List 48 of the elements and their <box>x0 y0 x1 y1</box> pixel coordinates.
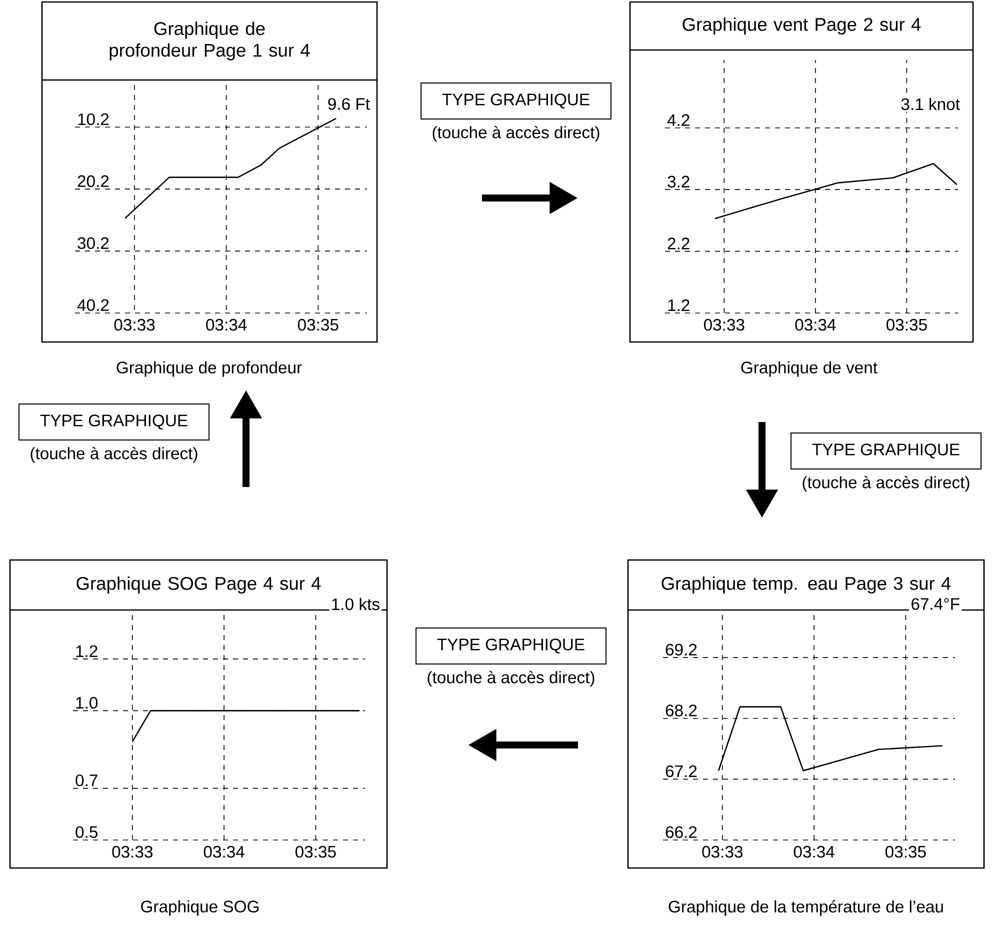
text: TYPE GRAPHIQUE <box>40 414 188 430</box>
text: (touche à accès direct) <box>428 670 594 687</box>
x-tick-label: 03:33 <box>704 318 744 331</box>
text: Graphique de la température de l’eau <box>668 900 943 916</box>
x-tick-label: 03:34 <box>206 318 247 331</box>
y-tick-label: 67.2 <box>666 765 697 778</box>
x-tick-label: 03:34 <box>795 318 836 331</box>
chart-title: Graphique temp. eau Page 3 sur 4 <box>662 576 951 594</box>
text: (touche à accès direct) <box>432 126 600 142</box>
y-tick-label: 3.2 <box>668 176 690 188</box>
y-tick-label: 69.2 <box>666 644 697 656</box>
x-tick-label: 03:33 <box>702 846 743 858</box>
y-tick-label: 30.2 <box>78 237 109 250</box>
y-tick-label: 0.7 <box>76 774 98 786</box>
text: Graphique SOG <box>141 900 259 916</box>
y-tick-label: 4.2 <box>667 114 690 126</box>
x-tick-label: 03:35 <box>298 318 338 331</box>
y-tick-label: 1.2 <box>76 645 98 657</box>
x-tick-label: 03:35 <box>295 846 336 858</box>
text: Graphique de profondeur <box>116 361 302 377</box>
x-tick-label: 03:33 <box>114 318 155 331</box>
y-tick-label: 1.2 <box>668 299 690 311</box>
x-tick-label: 03:34 <box>204 846 244 858</box>
chart-title: Graphique de profondeur Page 1 sur 4 <box>110 22 310 60</box>
chart-title: Graphique vent Page 2 sur 4 <box>682 17 921 35</box>
x-tick-label: 03:35 <box>885 846 926 858</box>
text: 67.4°F <box>912 598 960 610</box>
chart-title: Graphique SOG Page 4 sur 4 <box>76 576 321 594</box>
y-tick-label: 1.0 <box>76 696 98 709</box>
text: (touche à accès direct) <box>30 446 198 463</box>
annotation: 3.1 knot <box>901 98 960 110</box>
y-tick-label: 66.2 <box>666 826 697 838</box>
x-tick-label: 03:33 <box>112 846 153 858</box>
y-tick-label: 2.2 <box>668 238 690 250</box>
y-tick-label: 20.2 <box>78 175 109 188</box>
y-tick-label: 40.2 <box>77 299 109 311</box>
y-tick-label: 10.2 <box>78 113 109 126</box>
x-tick-label: 03:34 <box>794 846 834 858</box>
y-tick-label: 68.2 <box>666 704 697 716</box>
text: (touche à accès direct) <box>802 476 970 492</box>
text: Graphique de vent <box>741 361 878 377</box>
text: 1.0 kts <box>332 598 380 610</box>
text: TYPE GRAPHIQUE <box>812 444 960 458</box>
x-tick-label: 03:35 <box>886 318 927 331</box>
annotation: 9.6 Ft <box>328 98 370 110</box>
text: TYPE GRAPHIQUE <box>437 638 584 654</box>
text: TYPE GRAPHIQUE <box>442 94 590 108</box>
y-tick-label: 0.5 <box>76 826 98 838</box>
